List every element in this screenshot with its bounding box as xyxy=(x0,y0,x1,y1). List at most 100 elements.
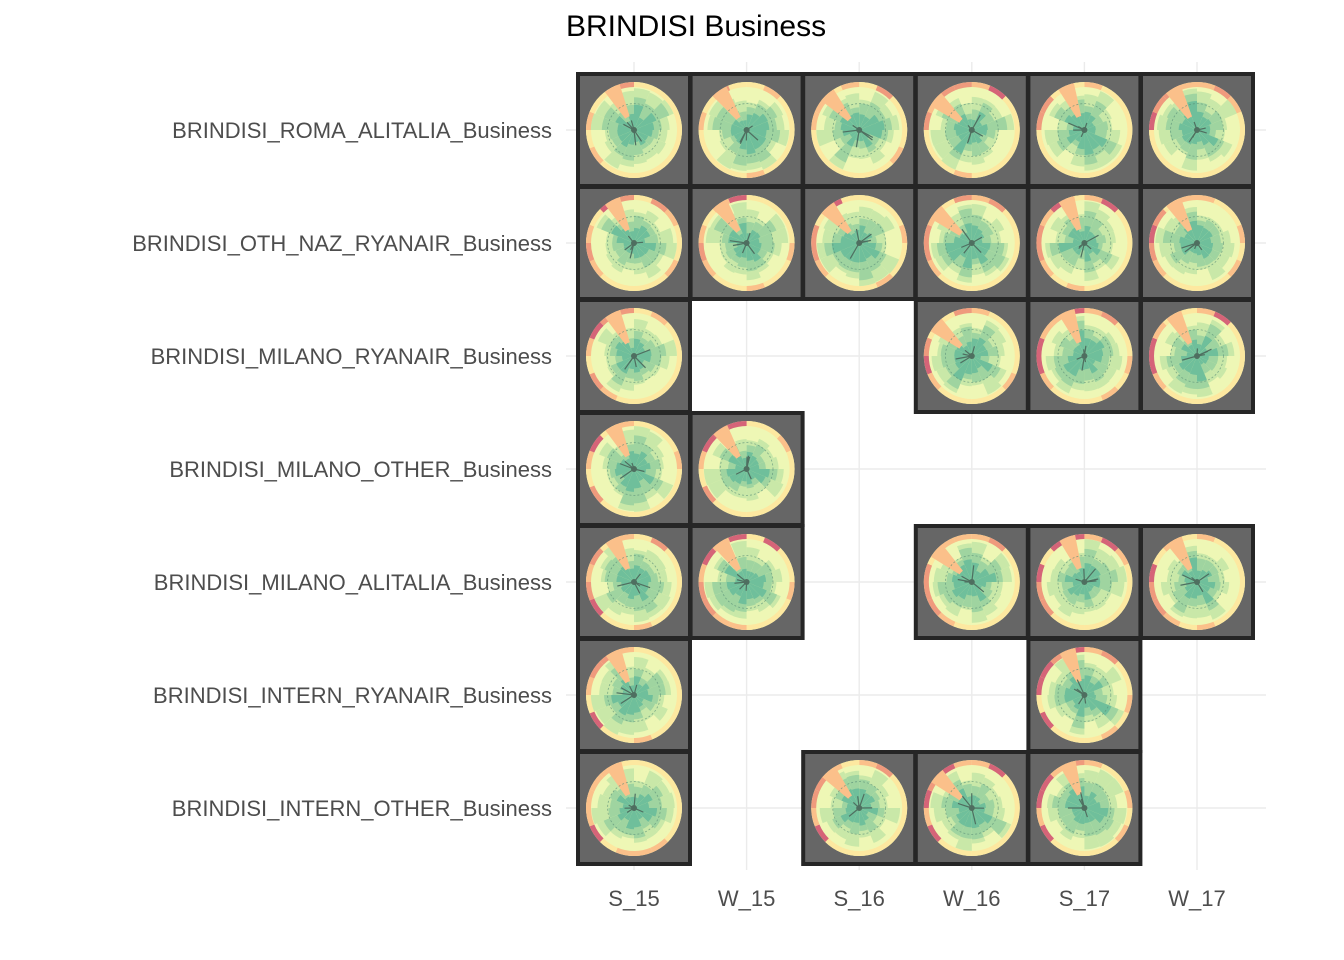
glyph-core xyxy=(971,130,977,143)
glyph-rim xyxy=(1040,96,1054,114)
glyph-rim xyxy=(923,582,933,601)
glyph-rim xyxy=(589,146,604,164)
glyph-tick xyxy=(1078,798,1085,809)
glyph-core xyxy=(730,124,747,130)
glyph-tick xyxy=(732,242,747,247)
glyph-rim xyxy=(1227,146,1242,164)
glyph-rim xyxy=(1227,598,1242,616)
glyph-ref-circle xyxy=(1170,555,1224,609)
glyph-tick xyxy=(1194,242,1198,250)
glyph-rim xyxy=(634,421,653,430)
glyph-rim xyxy=(1100,537,1119,552)
glyph-rim xyxy=(953,760,972,769)
glyph-rim xyxy=(586,469,595,488)
glyph-rim xyxy=(586,582,595,601)
glyph-core xyxy=(1063,356,1085,373)
glyph-core xyxy=(854,229,860,243)
glyph-core xyxy=(1084,340,1105,356)
glyph-rim xyxy=(634,760,653,769)
glyph-core xyxy=(1079,231,1085,243)
glyph-core xyxy=(1058,243,1085,253)
glyph-core xyxy=(634,575,652,582)
glyph-core xyxy=(1084,695,1112,716)
glyph-tick xyxy=(1084,578,1099,583)
glyph-ref-circle xyxy=(944,781,999,835)
glyph-core xyxy=(1067,582,1085,596)
glyph-ref-circle xyxy=(1057,781,1112,835)
glyph-rim xyxy=(634,621,653,630)
glyph-rim xyxy=(777,485,791,503)
glyph-core xyxy=(1197,356,1209,361)
glyph-rim xyxy=(673,111,682,130)
glyph-rim xyxy=(589,259,604,277)
glyph-rim xyxy=(746,621,765,630)
glyph-rim xyxy=(953,82,972,91)
glyph-rim xyxy=(1178,621,1197,630)
glyph-rim xyxy=(923,111,933,130)
glyph-rim xyxy=(811,789,820,808)
glyph-core xyxy=(1072,572,1085,582)
glyph-rim xyxy=(1197,534,1216,543)
glyph-rim xyxy=(1066,169,1085,178)
glyph-core xyxy=(746,582,754,600)
glyph-rim xyxy=(971,82,991,91)
glyph-rim xyxy=(664,96,679,114)
glyph-rim xyxy=(875,160,894,175)
glyph-core xyxy=(1068,356,1085,377)
glyph-core xyxy=(746,469,755,480)
glyph-core xyxy=(1084,569,1101,582)
glyph-spike xyxy=(1166,197,1193,232)
glyph-core xyxy=(1065,800,1085,808)
glyph-rim xyxy=(1084,847,1103,856)
glyph-rim xyxy=(953,847,972,856)
glyph-rim xyxy=(777,96,791,114)
glyph-core xyxy=(955,130,972,137)
glyph-rim xyxy=(1124,111,1133,130)
cell-glyph xyxy=(576,72,692,188)
glyph-rim xyxy=(859,760,878,769)
glyph-core xyxy=(859,803,872,808)
glyph-rim xyxy=(1178,534,1197,543)
glyph-core xyxy=(1084,582,1101,589)
glyph-rim xyxy=(664,259,679,277)
glyph-spike xyxy=(1058,196,1082,231)
glyph-spike xyxy=(605,648,631,684)
glyph-rim xyxy=(586,243,595,262)
cell-glyph xyxy=(576,185,692,301)
glyph-rim xyxy=(1114,711,1129,729)
glyph-core xyxy=(971,808,980,829)
glyph-rim xyxy=(1100,838,1119,853)
glyph-rim xyxy=(673,224,682,243)
glyph-tick xyxy=(1083,694,1087,704)
glyph-core xyxy=(954,356,972,363)
glyph-core xyxy=(971,808,993,824)
glyph-rim xyxy=(1124,243,1133,262)
glyph-rim xyxy=(673,676,682,695)
glyph-rim xyxy=(664,209,679,227)
glyph-rim xyxy=(1100,160,1119,175)
glyph-core xyxy=(1179,236,1197,243)
glyph-rim xyxy=(953,308,972,317)
glyph-spike xyxy=(1166,536,1193,571)
glyph-rim xyxy=(1036,130,1045,149)
glyph-tick xyxy=(627,235,635,244)
glyph-tick xyxy=(734,581,747,584)
glyph-rim xyxy=(1002,209,1017,227)
glyph-rim xyxy=(673,130,682,149)
glyph-rim xyxy=(589,661,604,679)
glyph-core xyxy=(615,115,634,130)
glyph-core xyxy=(846,803,860,808)
glyph-core xyxy=(971,356,979,374)
glyph-rim xyxy=(673,808,682,827)
glyph-rim xyxy=(937,838,956,853)
glyph-tick xyxy=(624,460,635,470)
glyph-core xyxy=(1084,582,1092,600)
glyph-core xyxy=(634,130,649,141)
glyph-tick xyxy=(633,355,637,368)
glyph-core xyxy=(746,130,756,155)
cell-glyph xyxy=(801,185,918,301)
glyph-tick xyxy=(966,129,973,144)
glyph-core xyxy=(958,130,972,141)
glyph-rim xyxy=(673,789,682,808)
glyph-rim xyxy=(650,838,668,853)
